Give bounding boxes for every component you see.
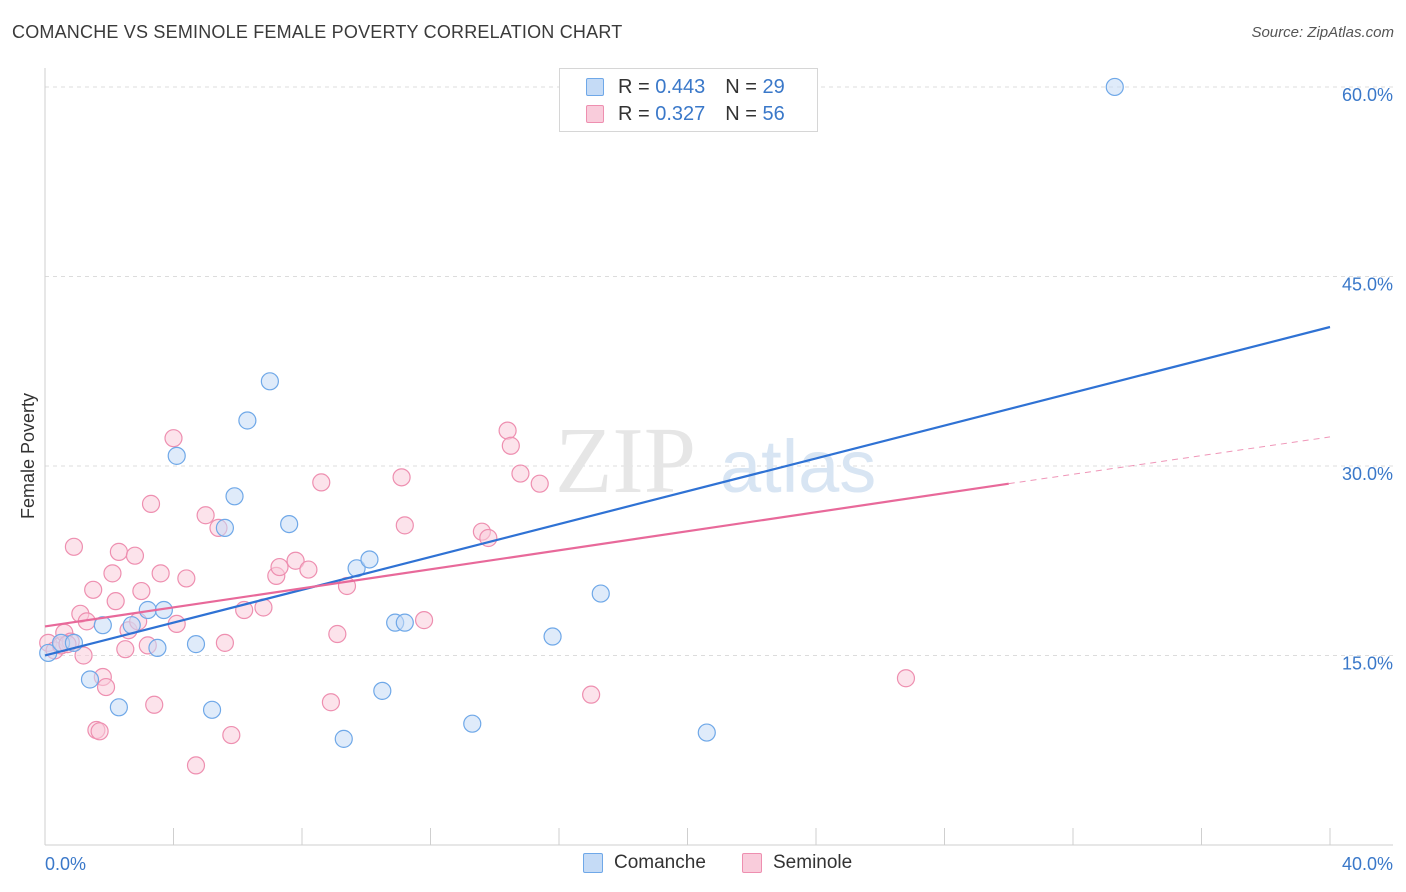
y-tick-label: 60.0%	[1342, 85, 1393, 105]
seminole-point	[321, 693, 341, 712]
comanche-point	[697, 723, 716, 742]
legend-n-value-comanche: 29	[762, 75, 785, 98]
chart-title: COMANCHE VS SEMINOLE FEMALE POVERTY CORR…	[12, 22, 623, 42]
comanche-point	[334, 729, 353, 748]
comanche-point	[225, 487, 244, 506]
comanche-trend-line	[44, 325, 1331, 657]
seminole-point	[395, 516, 414, 535]
seminole-point	[582, 685, 601, 704]
legend-n-value-seminole: 56	[762, 102, 785, 125]
comanche-point	[215, 518, 234, 537]
axes	[44, 68, 1393, 846]
seminole-point	[90, 722, 109, 741]
bottom-legend-seminole: Seminole	[742, 852, 852, 874]
comanche-point	[238, 411, 257, 430]
seminole-point	[64, 537, 84, 556]
seminole-point	[132, 581, 151, 601]
legend-r-label: R =	[618, 102, 650, 125]
comanche-point	[463, 714, 482, 733]
comanche-point	[280, 514, 299, 534]
comanche-point	[109, 698, 128, 717]
seminole-point	[96, 677, 116, 697]
seminole-point	[116, 640, 135, 659]
legend-row-seminole: R = 0.327 N = 56	[586, 101, 785, 127]
seminole-point	[84, 580, 103, 599]
y-tick-label: 30.0%	[1342, 464, 1393, 484]
legend-row-comanche: R = 0.443 N = 29	[586, 74, 785, 100]
comanche-point	[591, 584, 610, 603]
legend-r-value-comanche: 0.443	[655, 75, 706, 98]
comanche-point	[395, 613, 414, 632]
seminole-point	[125, 546, 145, 565]
seminole-point	[501, 436, 520, 455]
comanche-point	[543, 627, 562, 646]
legend-r-label: R =	[618, 75, 650, 98]
seminole-point	[328, 624, 347, 644]
comanche-point	[186, 635, 206, 654]
seminole-point	[498, 421, 517, 440]
seminole-point	[392, 468, 411, 487]
seminole-point	[164, 429, 183, 448]
comanche-point	[202, 700, 222, 719]
bottom-legend-swatch-seminole	[742, 853, 762, 873]
seminole-point	[103, 564, 122, 583]
seminole-point	[270, 557, 289, 577]
seminole-point	[196, 506, 215, 525]
x-tick-label: 0.0%	[45, 854, 86, 874]
seminole-trend-line	[44, 482, 1009, 628]
bottom-legend-label-comanche: Comanche	[614, 852, 706, 873]
comanche-point	[80, 670, 100, 689]
comanche-points	[39, 77, 1124, 748]
seminole-trend-extension	[1008, 436, 1331, 485]
watermark-atlas: atlas	[720, 425, 876, 508]
seminole-point	[74, 646, 93, 665]
comanche-point	[260, 372, 279, 391]
watermark-zip: ZIP	[555, 409, 696, 513]
watermark: ZIP atlas	[555, 409, 876, 513]
seminole-point	[312, 473, 331, 492]
seminole-point	[286, 551, 305, 570]
bottom-legend-swatch-comanche	[583, 853, 603, 873]
seminole-point	[222, 725, 241, 745]
y-axis-label: Female Poverty	[18, 393, 38, 519]
seminole-point	[215, 633, 234, 652]
legend-r-value-seminole: 0.327	[655, 102, 706, 125]
seminole-point	[896, 669, 916, 688]
y-tick-label: 15.0%	[1342, 653, 1393, 673]
comanche-point	[93, 616, 112, 635]
bottom-legend-comanche: Comanche	[583, 852, 706, 874]
legend-n-label: N =	[725, 75, 757, 98]
seminole-point	[151, 564, 170, 583]
legend-swatch-seminole	[586, 105, 604, 123]
chart-source: Source: ZipAtlas.com	[1251, 24, 1394, 41]
x-tick-label: 40.0%	[1342, 854, 1393, 874]
comanche-point	[148, 638, 167, 658]
seminole-point	[109, 542, 128, 561]
comanche-point	[167, 446, 186, 465]
seminole-point	[414, 611, 434, 630]
correlation-legend: R = 0.443 N = 29 R = 0.327 N = 56	[559, 68, 818, 132]
y-tick-label: 45.0%	[1342, 274, 1393, 294]
seminole-point	[177, 569, 196, 588]
legend-n-label: N =	[725, 102, 757, 125]
comanche-point	[373, 681, 392, 700]
tick-labels: 15.0% 30.0% 45.0% 60.0% 0.0% 40.0%	[45, 85, 1393, 874]
seminole-point	[141, 494, 161, 513]
trend-lines	[44, 325, 1331, 657]
seminole-point	[511, 464, 530, 483]
legend-swatch-comanche	[586, 78, 604, 96]
comanche-point	[1105, 77, 1124, 97]
comanche-point	[360, 550, 379, 569]
seminole-point	[145, 695, 164, 714]
seminole-point	[530, 474, 549, 493]
seminole-point	[299, 560, 318, 579]
seminole-point	[106, 592, 125, 611]
grid-lines	[45, 86, 1393, 656]
bottom-legend-label-seminole: Seminole	[773, 852, 853, 873]
seminole-point	[186, 756, 206, 775]
